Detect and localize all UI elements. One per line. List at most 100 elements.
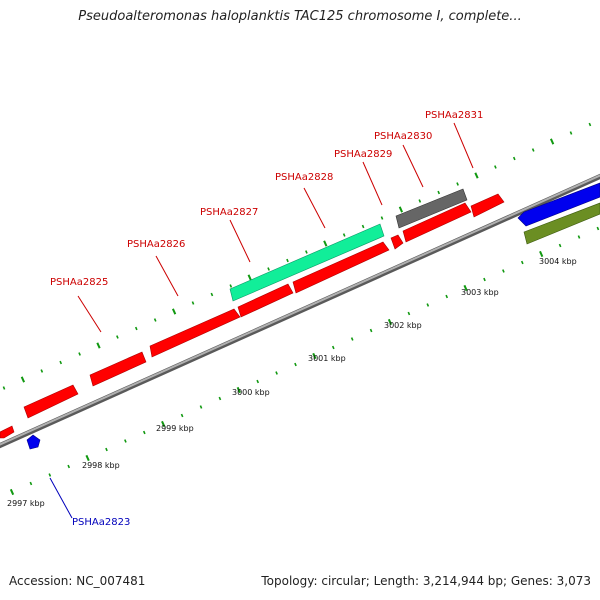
minor-tick — [331, 345, 335, 350]
minor-tick — [437, 190, 441, 195]
accession-label: Accession: NC_007481 — [9, 574, 146, 588]
major-tick — [236, 386, 241, 394]
major-tick — [247, 274, 252, 281]
minor-tick — [142, 430, 146, 435]
gene-red-fwd-5[interactable] — [237, 283, 294, 318]
minor-tick — [494, 165, 497, 169]
minor-tick — [512, 156, 516, 161]
minor-tick — [180, 413, 184, 418]
minor-tick — [48, 473, 52, 477]
minor-tick — [407, 311, 411, 316]
major-tick — [387, 318, 393, 326]
gene-red-fwd-6[interactable] — [292, 241, 390, 294]
gene-label[interactable]: PSHAa2826 — [127, 239, 185, 250]
gene-blue-rev-1[interactable] — [26, 434, 41, 450]
minor-tick — [294, 362, 297, 367]
gene-red-fwd-3[interactable] — [89, 351, 147, 387]
minor-tick — [361, 224, 365, 229]
minor-tick — [275, 371, 278, 375]
minor-tick — [124, 439, 127, 443]
minor-tick — [577, 235, 581, 239]
gene-label[interactable]: PSHAa2828 — [275, 172, 333, 183]
minor-tick — [256, 379, 260, 384]
minor-tick — [267, 267, 270, 271]
minor-tick — [210, 292, 214, 297]
gene-label[interactable]: PSHAa2831 — [425, 110, 483, 121]
minor-tick — [588, 122, 592, 127]
minor-tick — [445, 294, 449, 299]
gene-red-fwd-9[interactable] — [470, 193, 505, 218]
minor-tick — [116, 335, 119, 339]
major-tick — [398, 206, 404, 213]
forward-genes — [0, 188, 505, 439]
gene-teal-fwd[interactable] — [229, 223, 385, 302]
outer-tick-ring — [2, 122, 592, 390]
scale-label: 2997 kbp — [7, 499, 45, 508]
minor-tick — [229, 284, 233, 288]
gene-olive-rev[interactable] — [523, 202, 600, 245]
major-tick — [312, 352, 317, 360]
scale-label: 2998 kbp — [82, 461, 120, 470]
major-tick — [9, 488, 15, 496]
minor-tick — [105, 447, 108, 452]
scale-label: 3004 kbp — [539, 257, 577, 266]
major-tick — [539, 250, 544, 258]
gene-label[interactable]: PSHAa2830 — [374, 131, 432, 142]
minor-tick — [191, 301, 195, 305]
minor-tick — [502, 269, 505, 273]
minor-tick — [134, 326, 138, 331]
minor-tick — [153, 318, 157, 322]
minor-tick — [218, 396, 222, 401]
topology-summary: Topology: circular; Length: 3,214,944 bp… — [261, 574, 591, 588]
minor-tick — [418, 199, 422, 203]
gene-red-fwd-1[interactable] — [0, 425, 15, 439]
scale-label-group: 2997 kbp 2998 kbp 2999 kbp 3000 kbp 3001… — [7, 257, 577, 508]
minor-tick — [426, 303, 430, 307]
scale-label: 3001 kbp — [308, 354, 346, 363]
major-tick — [474, 172, 479, 179]
gene-red-fwd-8[interactable] — [402, 202, 472, 243]
minor-tick — [40, 369, 44, 373]
minor-tick — [199, 405, 203, 409]
minor-tick — [67, 464, 71, 469]
minor-tick — [2, 386, 6, 390]
minor-tick — [78, 352, 81, 356]
leader-lines — [49, 122, 474, 519]
minor-tick — [305, 250, 308, 254]
major-tick — [549, 138, 555, 145]
minor-tick — [59, 360, 63, 365]
minor-tick — [29, 481, 33, 486]
minor-tick — [350, 337, 354, 341]
major-tick — [171, 308, 177, 315]
minor-tick — [380, 216, 384, 220]
major-tick — [323, 240, 328, 247]
minor-tick — [483, 277, 486, 282]
gene-label[interactable]: PSHAa2823 — [72, 517, 130, 528]
map-title: Pseudoalteromonas haloplanktis TAC125 ch… — [78, 9, 522, 24]
minor-tick — [596, 226, 600, 231]
major-tick — [96, 342, 101, 349]
minor-tick — [531, 148, 535, 152]
minor-tick — [569, 131, 573, 135]
gene-blue-rev-2[interactable] — [517, 182, 600, 227]
major-tick — [463, 284, 468, 292]
major-tick — [85, 454, 90, 462]
gene-label[interactable]: PSHAa2827 — [200, 207, 258, 218]
reverse-genes — [26, 182, 600, 450]
gene-red-fwd-7[interactable] — [390, 234, 404, 250]
gene-label[interactable]: PSHAa2829 — [334, 149, 392, 160]
gene-gray-fwd[interactable] — [395, 188, 468, 229]
scale-label: 3003 kbp — [461, 288, 499, 297]
minor-tick — [456, 182, 459, 186]
gene-red-fwd-4[interactable] — [149, 308, 241, 358]
minor-tick — [286, 258, 289, 263]
gene-label[interactable]: PSHAa2825 — [50, 277, 108, 288]
minor-tick — [558, 243, 562, 248]
major-tick — [161, 420, 166, 428]
backbone — [0, 173, 600, 449]
gene-red-fwd-2[interactable] — [23, 384, 79, 419]
scale-label: 3002 kbp — [384, 321, 422, 330]
minor-tick — [342, 233, 346, 237]
scale-label: 2999 kbp — [156, 424, 194, 433]
